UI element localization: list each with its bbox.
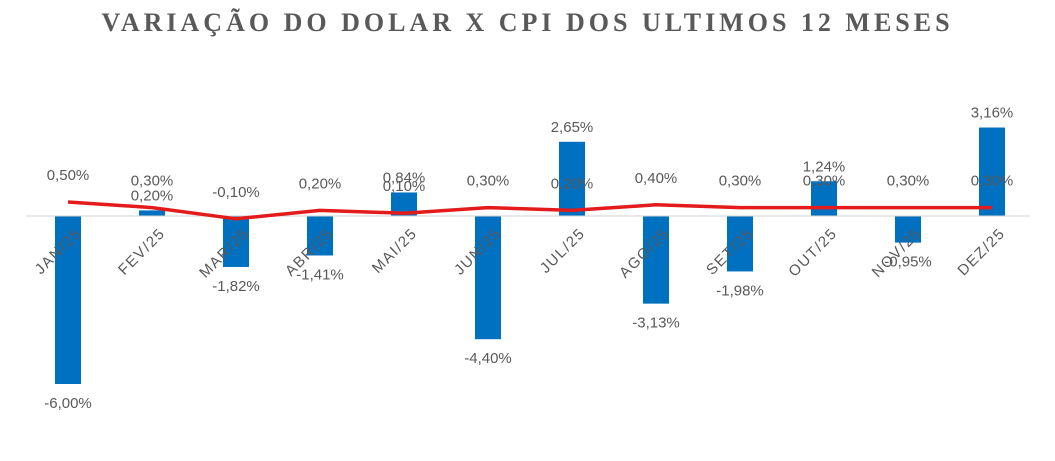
cpi-value-label: 0,30%	[971, 173, 1014, 190]
cpi-value-label: -0,10%	[212, 184, 260, 201]
bar-value-label: 0,20%	[131, 187, 174, 204]
cpi-value-label: 0,40%	[635, 170, 678, 187]
cpi-value-label: 0,30%	[719, 173, 762, 190]
bar-value-label: 1,24%	[803, 158, 846, 175]
cpi-line	[67, 200, 992, 221]
cpi-value-label: 0,20%	[299, 175, 342, 192]
bar-JAN/25	[55, 216, 81, 384]
bar-value-label: -1,98%	[716, 282, 764, 299]
bar-AGO/25	[643, 216, 669, 304]
bar-value-label: 0,84%	[383, 169, 426, 186]
cpi-value-label: 0,30%	[887, 173, 930, 190]
x-tick-label: OUT/25	[785, 225, 841, 281]
bar-ABR/25	[307, 216, 333, 256]
x-tick-label: FEV/25	[115, 225, 169, 279]
chart-title: VARIAÇÃO DO DOLAR X CPI DOS ULTIMOS 12 M…	[101, 8, 954, 37]
bar-MAR/25	[223, 216, 249, 267]
bar-value-label: -6,00%	[44, 395, 92, 412]
bar-value-label: -1,82%	[212, 278, 260, 295]
bar-value-label: -1,41%	[296, 266, 344, 283]
cpi-value-label: 0,30%	[803, 173, 846, 190]
bar-SET/25	[727, 216, 753, 272]
x-tick-label: MAI/25	[369, 225, 421, 277]
bar-value-label: 2,65%	[551, 119, 594, 136]
x-tick-label: DEZ/25	[954, 225, 1008, 279]
cpi-value-label: 0,50%	[47, 167, 90, 184]
bar-DEZ/25	[979, 127, 1005, 216]
bar-value-label: 3,16%	[971, 105, 1014, 122]
cpi-value-label: 0,30%	[467, 173, 510, 190]
cpi-value-label: 0,30%	[131, 173, 174, 190]
bar-value-label: -3,13%	[632, 315, 680, 332]
x-tick-label: JUL/25	[537, 225, 589, 277]
bar-value-label: -0,95%	[884, 254, 932, 271]
bar-value-label: -4,40%	[464, 350, 512, 367]
cpi-value-label: 0,10%	[383, 178, 426, 195]
bar-JUN/25	[475, 216, 501, 340]
bar-FEV/25	[139, 210, 165, 216]
bar-MAI/25	[391, 192, 417, 216]
bar-JUL/25	[559, 141, 585, 216]
bar-OUT/25	[811, 181, 837, 216]
cpi-value-label: 0,20%	[551, 175, 594, 192]
bar-NOV/25	[895, 216, 921, 243]
